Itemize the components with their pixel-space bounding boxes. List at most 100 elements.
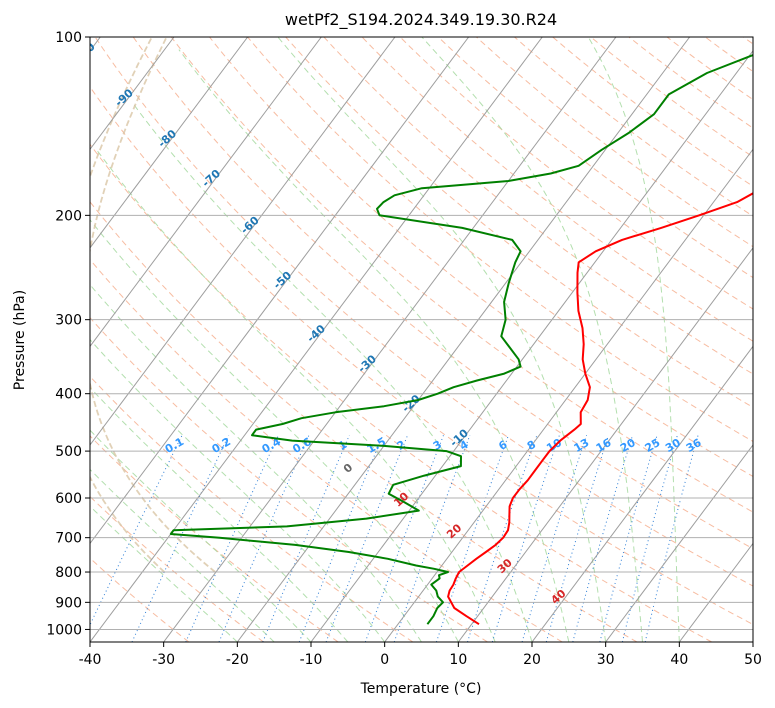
x-tick-label: 10 xyxy=(449,652,467,668)
y-tick-label: 200 xyxy=(55,208,82,224)
dry-adiabat xyxy=(361,37,753,342)
x-tick-label: 20 xyxy=(523,652,541,668)
wet-bulb-label: 40 xyxy=(548,587,568,607)
moist-adiabat xyxy=(587,37,680,642)
isotherm-line xyxy=(90,37,543,642)
x-tick-label: 0 xyxy=(380,652,389,668)
dry-adiabat xyxy=(90,258,563,642)
moist-adiabat xyxy=(133,104,533,642)
dry-adiabat xyxy=(437,37,753,279)
moist-adiabat xyxy=(421,37,643,642)
isotherm-line xyxy=(90,37,396,446)
mixing-ratio-label: 0.2 xyxy=(210,435,233,456)
isotherm-line xyxy=(531,345,753,642)
dry-adiabat xyxy=(90,143,712,642)
x-tick-label: 40 xyxy=(670,652,688,668)
isoline-labels: -100-90-80-70-60-50-40-30-20-10010203040… xyxy=(90,40,704,607)
x-tick-label: -10 xyxy=(300,652,323,668)
y-tick-label: 800 xyxy=(55,565,82,581)
x-tick-label: -40 xyxy=(79,652,102,668)
dry-adiabat xyxy=(743,37,753,45)
moist-adiabat xyxy=(277,37,607,642)
plot-frame xyxy=(89,36,754,643)
mixing-ratio-line xyxy=(491,435,560,642)
y-tick-label: 1000 xyxy=(46,622,82,638)
wet-bulb-label: 10 xyxy=(391,489,411,509)
y-tick-label: 300 xyxy=(55,313,82,329)
dry-adiabat xyxy=(399,37,753,310)
series-layer xyxy=(169,54,753,626)
grid-lines xyxy=(90,37,753,642)
moist-adiabat xyxy=(90,338,386,642)
x-tick-label: 30 xyxy=(597,652,615,668)
isotherm-line xyxy=(236,37,691,642)
dry-adiabat xyxy=(90,557,190,642)
dry-adiabat xyxy=(590,37,753,158)
moist-adiabat xyxy=(90,505,238,642)
dry-adiabat xyxy=(704,37,753,73)
y-tick-label: 100 xyxy=(55,30,82,46)
dry-adiabat xyxy=(90,201,638,642)
isotherm-line xyxy=(90,37,249,249)
mixing-ratio-line xyxy=(393,435,471,642)
mixing-ratio-line xyxy=(185,434,279,642)
moist-adiabat xyxy=(90,386,349,642)
ice-line xyxy=(90,37,166,573)
dry-adiabat xyxy=(552,37,753,187)
dry-adiabat xyxy=(90,495,264,642)
isotherm-label: -80 xyxy=(156,127,180,150)
background-lines xyxy=(90,37,753,642)
isotherm-line xyxy=(90,37,322,348)
isotherm-line xyxy=(605,444,753,642)
dry-adiabat xyxy=(94,37,753,587)
dry-adiabat xyxy=(132,37,753,550)
dry-adiabat xyxy=(170,37,753,513)
y-axis: 1000 900 800 700 600 500 400 300 200 100 xyxy=(46,30,90,638)
temperature-profile xyxy=(447,192,753,626)
mixing-ratio-line xyxy=(435,435,509,642)
y-tick-label: 600 xyxy=(55,491,82,507)
x-axis-label: Temperature (°C) xyxy=(360,681,482,697)
dry-adiabat xyxy=(666,37,753,101)
moist-adiabat xyxy=(178,49,570,642)
isotherm-line xyxy=(90,37,470,545)
mixing-ratio-line xyxy=(364,435,444,642)
isotherm-line xyxy=(752,641,753,642)
mixing-ratio-label: 25 xyxy=(643,436,663,455)
isotherm-line xyxy=(457,247,753,642)
y-tick-label: 400 xyxy=(55,387,82,403)
y-tick-label: 500 xyxy=(55,444,82,460)
mixing-ratio-line xyxy=(644,435,699,642)
isotherm-line xyxy=(678,542,753,642)
mixing-ratio-line xyxy=(218,434,310,642)
isotherm-label: -50 xyxy=(271,269,295,292)
dry-adiabat xyxy=(476,37,753,248)
mixing-ratio-line xyxy=(572,435,634,642)
moist-adiabat xyxy=(90,429,312,642)
dry-adiabat xyxy=(285,37,753,408)
mixing-ratio-line xyxy=(325,435,409,642)
mixing-ratio-label: 13 xyxy=(572,436,592,455)
dry-adiabat xyxy=(323,37,753,375)
mixing-ratio-label: 0.6 xyxy=(290,435,314,456)
isotherm-label: -40 xyxy=(304,322,328,345)
mixing-ratio-label: 36 xyxy=(684,436,704,455)
mixing-ratio-line xyxy=(262,435,350,642)
dewpoint-profile xyxy=(169,54,753,625)
x-tick-label: 50 xyxy=(744,652,762,668)
y-axis-label: Pressure (hPa) xyxy=(12,290,28,390)
mixing-ratio-line xyxy=(521,435,588,642)
x-axis: -40 -30 -20 -10 0 10 20 30 40 50 xyxy=(79,642,762,668)
wet-bulb-label: 30 xyxy=(495,556,515,576)
y-tick-label: 900 xyxy=(55,595,82,611)
isotherm-label: -70 xyxy=(200,167,224,190)
mixing-ratio-label: 0.1 xyxy=(163,435,186,456)
dry-adiabat xyxy=(90,375,414,642)
moist-adiabat xyxy=(90,283,422,642)
isotherm-line xyxy=(310,49,753,642)
isotherm-label: -30 xyxy=(356,352,380,375)
isotherm-line xyxy=(384,148,753,642)
chart-title: wetPf2_S194.2024.349.19.30.R24 xyxy=(285,10,557,30)
dry-adiabat xyxy=(514,37,753,217)
